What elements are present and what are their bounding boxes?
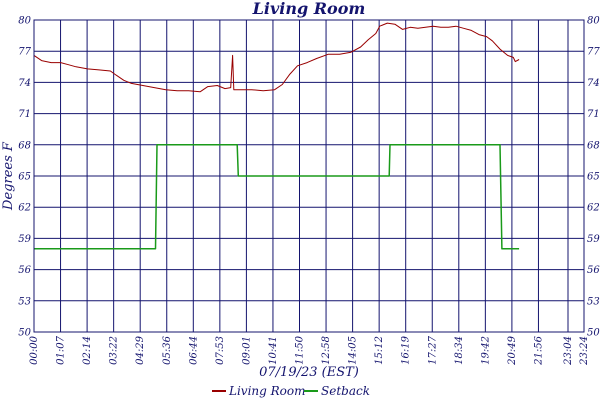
chart-title: Living Room (252, 0, 366, 18)
x-tick-label: 09:01 (241, 336, 252, 365)
x-tick-label: 14:05 (348, 336, 359, 365)
x-tick-label: 02:14 (82, 336, 93, 365)
legend-label-living-room: Living Room (228, 384, 306, 398)
series-lines (33, 22, 520, 250)
y-tick-label-right: 50 (587, 328, 600, 339)
y-tick-label: 77 (18, 47, 31, 58)
y-tick-label-right: 74 (587, 78, 600, 89)
x-tick-label: 12:58 (321, 336, 332, 365)
y-tick-label-right: 56 (587, 265, 600, 276)
y-tick-label-right: 62 (587, 203, 600, 214)
x-tick-label: 06:44 (188, 336, 199, 365)
x-ticks: 00:00 01:07 02:14 03:22 04:29 05:36 06:44 07:53… (29, 335, 590, 365)
y-tick-label-right: 71 (587, 109, 600, 120)
y-tick-label: 56 (18, 265, 31, 276)
x-tick-label: 01:07 (56, 335, 67, 364)
y-tick-label-right: 68 (587, 140, 600, 151)
x-tick-label: 15:12 (374, 336, 385, 365)
x-tick-label: 10:41 (268, 336, 279, 365)
y-tick-label: 74 (18, 78, 31, 89)
y-tick-label: 53 (18, 296, 31, 307)
y-tick-label-right: 59 (587, 234, 600, 245)
x-tick-label: 17:27 (427, 335, 438, 364)
y-ticks-left: 50 53 56 59 62 65 68 71 74 77 80 (18, 16, 31, 339)
y-axis-label: Degrees F (1, 141, 16, 211)
y-tick-label-right: 77 (587, 47, 600, 58)
y-ticks-right: 50 53 56 59 62 65 68 71 74 77 80 (587, 16, 600, 339)
y-tick-label-right: 65 (587, 172, 600, 183)
series-line-living-room (33, 22, 520, 93)
x-tick-label: 04:29 (135, 335, 146, 364)
x-tick-label: 11:50 (295, 335, 306, 364)
x-axis-label: 07/19/23 (EST) (259, 365, 359, 380)
y-tick-label: 62 (18, 203, 31, 214)
x-tick-label: 07:53 (215, 336, 226, 365)
plot-frame (33, 19, 585, 333)
x-tick-label: 03:22 (109, 336, 120, 365)
y-tick-label-right: 80 (587, 16, 600, 27)
y-tick-label-right: 53 (587, 296, 600, 307)
x-tick-label: 19:42 (480, 336, 491, 365)
x-tick-label: 23:24 (579, 336, 590, 366)
x-tick-label: 18:34 (454, 336, 465, 365)
x-tick-label: 16:19 (401, 335, 412, 364)
y-tick-label: 50 (18, 328, 31, 339)
y-tick-label: 68 (18, 140, 31, 151)
legend: Living Room Setback (212, 384, 370, 398)
series-line-setback (34, 144, 520, 250)
x-tick-label: 23:04 (563, 336, 574, 366)
y-tick-label: 59 (18, 234, 31, 245)
legend-label-setback: Setback (321, 384, 370, 398)
y-tick-label: 65 (18, 172, 31, 183)
x-tick-label: 21:56 (533, 335, 544, 365)
x-tick-label: 20:49 (507, 335, 518, 365)
x-tick-label: 00:00 (29, 335, 40, 364)
x-tick-label: 05:36 (162, 335, 173, 364)
y-tick-label: 80 (18, 16, 31, 27)
y-tick-label: 71 (18, 109, 31, 120)
